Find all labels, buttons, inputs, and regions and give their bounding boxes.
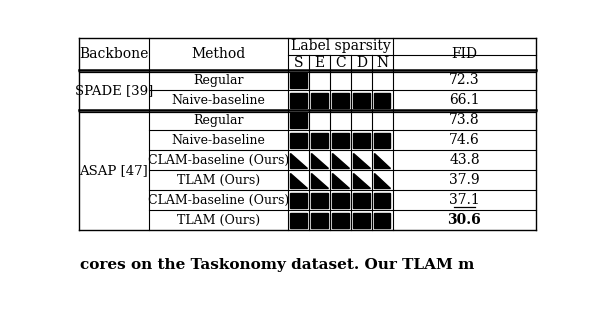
Polygon shape [311, 153, 328, 168]
Bar [332, 193, 349, 208]
Bar [290, 193, 307, 208]
Text: CLAM-baseline (Ours): CLAM-baseline (Ours) [148, 154, 289, 167]
Bar [290, 113, 307, 128]
Text: ASAP [47]: ASAP [47] [79, 164, 148, 177]
Text: Label sparsity: Label sparsity [290, 39, 391, 53]
Polygon shape [374, 173, 391, 188]
Text: FID: FID [451, 47, 478, 61]
Bar [353, 133, 370, 148]
Bar [311, 213, 328, 228]
Bar [374, 193, 391, 208]
Polygon shape [290, 173, 307, 188]
Text: E: E [314, 55, 325, 70]
Bar [332, 213, 349, 228]
Text: 72.3: 72.3 [449, 73, 480, 87]
Text: 43.8: 43.8 [449, 153, 480, 167]
Bar [311, 133, 328, 148]
Polygon shape [353, 153, 370, 168]
Text: cores on the Taskonomy dataset. Our TLAM m: cores on the Taskonomy dataset. Our TLAM… [80, 258, 475, 272]
Text: Naive-baseline: Naive-baseline [172, 94, 265, 107]
Text: Regular: Regular [193, 114, 244, 127]
Polygon shape [290, 153, 307, 168]
Bar [353, 93, 370, 108]
Text: S: S [294, 55, 304, 70]
Text: SPADE [39]: SPADE [39] [74, 84, 153, 97]
Bar [332, 133, 349, 148]
Text: D: D [356, 55, 367, 70]
Text: 37.1: 37.1 [449, 193, 480, 207]
Text: N: N [376, 55, 388, 70]
Text: 66.1: 66.1 [449, 93, 480, 107]
Text: Regular: Regular [193, 74, 244, 87]
Bar [311, 93, 328, 108]
Bar [290, 133, 307, 148]
Text: CLAM-baseline (Ours): CLAM-baseline (Ours) [148, 194, 289, 207]
Text: TLAM (Ours): TLAM (Ours) [177, 174, 260, 187]
Bar [332, 93, 349, 108]
Text: 74.6: 74.6 [449, 133, 480, 147]
Text: Backbone: Backbone [79, 47, 148, 61]
Bar [353, 213, 370, 228]
Polygon shape [311, 173, 328, 188]
Bar [374, 133, 391, 148]
Polygon shape [374, 153, 391, 168]
Bar [374, 213, 391, 228]
Bar [374, 93, 391, 108]
Polygon shape [353, 173, 370, 188]
Text: Naive-baseline: Naive-baseline [172, 134, 265, 147]
Bar [290, 73, 307, 88]
Text: 30.6: 30.6 [448, 214, 481, 228]
Text: 37.9: 37.9 [449, 173, 480, 188]
Text: Method: Method [191, 47, 245, 61]
Text: 73.8: 73.8 [449, 113, 480, 127]
Bar [290, 213, 307, 228]
Text: C: C [335, 55, 346, 70]
Polygon shape [332, 173, 349, 188]
Text: TLAM (Ours): TLAM (Ours) [177, 214, 260, 227]
Bar [353, 193, 370, 208]
Polygon shape [332, 153, 349, 168]
Bar [290, 93, 307, 108]
Bar [311, 193, 328, 208]
